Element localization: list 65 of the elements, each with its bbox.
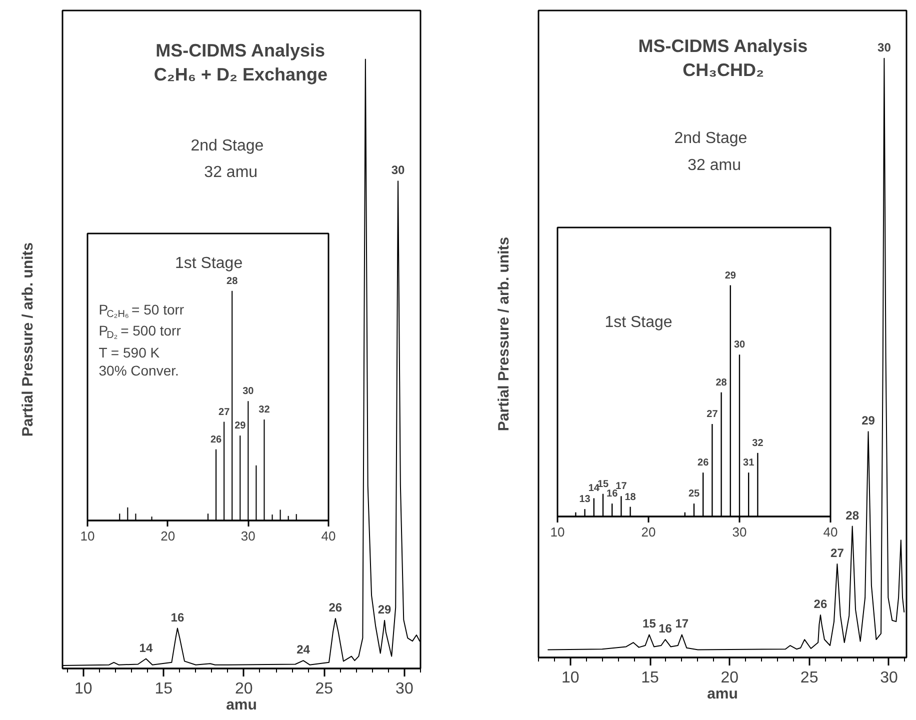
annotation: 29 <box>862 414 876 428</box>
x-tick-label: 20 <box>720 670 739 686</box>
annotation: 32 <box>752 438 764 449</box>
annotation: 2nd Stage <box>190 137 264 154</box>
annotation: 26 <box>210 434 222 446</box>
x-tick-label: 25 <box>800 670 818 686</box>
y-axis-title: Partial Pressure / arb. units <box>496 236 512 432</box>
annotation: 31 <box>743 458 755 469</box>
annotation: 28 <box>226 276 238 287</box>
annotation: 26 <box>814 596 828 611</box>
annotation: 30% Conver. <box>98 362 179 378</box>
annotation: 26 <box>698 458 710 469</box>
y-axis-title: Partial Pressure / arb. units <box>20 242 36 437</box>
annotation: 26 <box>328 600 342 615</box>
annotation: 16 <box>606 488 618 500</box>
annotation: 15 <box>642 616 656 631</box>
chart-title: MS-CIDMS Analysis CH₃CHD₂ <box>638 36 808 80</box>
annotation: 30 <box>734 340 746 351</box>
annotation: 29 <box>378 602 392 616</box>
annotation: 30 <box>242 386 254 398</box>
chart-title: MS-CIDMS Analysis C₂H₆ + D₂ Exchange <box>154 40 328 85</box>
annotation: T = 590 K <box>98 344 160 360</box>
annotation: 14 <box>588 483 600 494</box>
x-tick-label: 20 <box>160 528 176 544</box>
x-tick-label: 10 <box>74 680 92 698</box>
annotation: 32 amu <box>688 157 742 174</box>
annotation: 17 <box>616 481 628 492</box>
x-axis-title: amu <box>707 686 738 702</box>
chart-title: 1st Stage <box>175 254 243 272</box>
annotation: 16 <box>170 610 184 624</box>
x-tick-label: 15 <box>154 680 173 698</box>
annotation: 17 <box>675 616 689 631</box>
annotation: 24 <box>296 642 310 657</box>
annotation: 27 <box>706 409 718 420</box>
x-tick-label: 30 <box>396 680 414 698</box>
annotation: 27 <box>218 406 230 418</box>
x-tick-label: 15 <box>641 670 660 686</box>
annotation: 30 <box>391 163 406 178</box>
annotation: 32 amu <box>204 164 258 182</box>
annotation: 30 <box>878 40 892 54</box>
x-tick-label: 30 <box>880 670 898 686</box>
x-tick-label: 10 <box>550 524 565 540</box>
annotation: 28 <box>716 377 728 388</box>
annotation: 14 <box>139 640 153 655</box>
x-tick-label: 20 <box>641 524 656 540</box>
annotation: 29 <box>724 270 736 282</box>
annotation: 28 <box>846 508 860 522</box>
annotation: 16 <box>658 622 672 636</box>
x-tick-label: 25 <box>315 680 334 698</box>
annotation: 13 <box>579 494 591 506</box>
annotation: 29 <box>234 420 246 432</box>
annotation: 2nd Stage <box>674 130 748 148</box>
x-tick-label: 30 <box>240 528 256 544</box>
annotation: 25 <box>688 488 700 500</box>
x-axis-title: amu <box>226 696 257 714</box>
x-tick-label: 40 <box>321 528 336 544</box>
annotation: 32 <box>258 404 270 416</box>
x-tick-label: 10 <box>561 670 580 686</box>
x-tick-label: 20 <box>235 680 253 698</box>
x-tick-label: 10 <box>80 528 95 544</box>
annotation: 27 <box>830 546 844 560</box>
x-tick-label: 40 <box>823 524 838 540</box>
text: 1st Stage <box>604 314 672 331</box>
x-tick-label: 30 <box>732 524 747 540</box>
annotation: 18 <box>624 492 636 503</box>
